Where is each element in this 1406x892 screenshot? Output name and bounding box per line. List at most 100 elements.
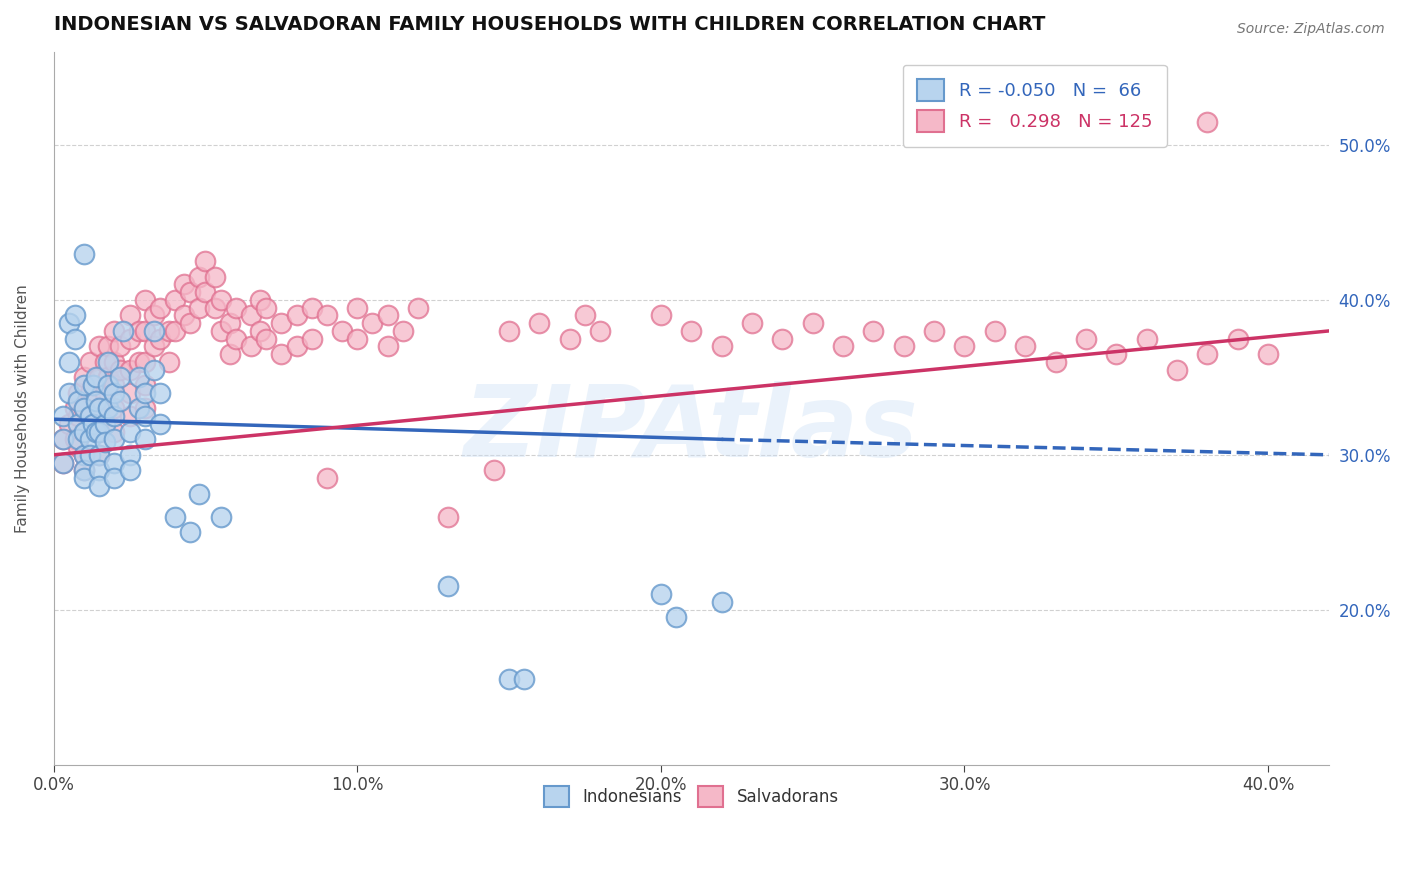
Point: [58, 385, 80, 400]
Point: [73, 425, 96, 439]
Point: [218, 347, 240, 361]
Point: [94, 385, 117, 400]
Point: [118, 409, 141, 423]
Point: [73, 246, 96, 260]
Point: [134, 433, 156, 447]
Point: [301, 301, 323, 315]
Point: [142, 362, 165, 376]
Point: [681, 324, 703, 338]
Point: [301, 332, 323, 346]
Point: [134, 355, 156, 369]
Point: [97, 378, 120, 392]
Point: [209, 324, 232, 338]
Point: [1257, 347, 1279, 361]
Point: [922, 324, 945, 338]
Point: [1014, 339, 1036, 353]
Point: [173, 277, 195, 292]
Point: [529, 316, 551, 330]
Point: [558, 332, 581, 346]
Point: [225, 301, 247, 315]
Point: [165, 324, 187, 338]
Point: [188, 486, 211, 500]
Point: [103, 471, 125, 485]
Point: [110, 362, 132, 376]
Point: [188, 301, 211, 315]
Point: [97, 339, 120, 353]
Point: [770, 332, 793, 346]
Point: [134, 378, 156, 392]
Point: [118, 463, 141, 477]
Point: [330, 324, 353, 338]
Point: [103, 425, 125, 439]
Point: [79, 355, 101, 369]
Point: [188, 269, 211, 284]
Point: [1074, 332, 1097, 346]
Point: [73, 463, 96, 477]
Point: [270, 347, 292, 361]
Point: [118, 448, 141, 462]
Point: [73, 401, 96, 416]
Point: [498, 324, 520, 338]
Point: [862, 324, 884, 338]
Point: [84, 425, 107, 439]
Point: [984, 324, 1007, 338]
Point: [79, 448, 101, 462]
Point: [589, 324, 612, 338]
Point: [89, 463, 111, 477]
Point: [89, 401, 111, 416]
Point: [110, 339, 132, 353]
Point: [128, 401, 150, 416]
Point: [832, 339, 855, 353]
Point: [1105, 347, 1128, 361]
Point: [79, 409, 101, 423]
Point: [346, 301, 368, 315]
Point: [73, 370, 96, 384]
Point: [710, 595, 733, 609]
Point: [66, 385, 89, 400]
Point: [73, 448, 96, 462]
Point: [63, 309, 86, 323]
Point: [285, 309, 308, 323]
Point: [134, 409, 156, 423]
Point: [249, 293, 271, 307]
Point: [79, 409, 101, 423]
Point: [285, 339, 308, 353]
Point: [165, 293, 187, 307]
Point: [103, 456, 125, 470]
Text: Source: ZipAtlas.com: Source: ZipAtlas.com: [1237, 22, 1385, 37]
Point: [513, 673, 536, 687]
Point: [97, 370, 120, 384]
Point: [142, 339, 165, 353]
Point: [82, 417, 104, 431]
Point: [179, 525, 201, 540]
Point: [73, 425, 96, 439]
Point: [82, 417, 104, 431]
Point: [118, 332, 141, 346]
Point: [82, 378, 104, 392]
Point: [1045, 355, 1067, 369]
Point: [89, 448, 111, 462]
Point: [89, 339, 111, 353]
Text: INDONESIAN VS SALVADORAN FAMILY HOUSEHOLDS WITH CHILDREN CORRELATION CHART: INDONESIAN VS SALVADORAN FAMILY HOUSEHOL…: [53, 15, 1045, 34]
Point: [149, 385, 172, 400]
Point: [94, 355, 117, 369]
Point: [134, 293, 156, 307]
Point: [741, 316, 763, 330]
Point: [315, 471, 337, 485]
Point: [118, 425, 141, 439]
Point: [134, 401, 156, 416]
Point: [165, 509, 187, 524]
Point: [103, 378, 125, 392]
Point: [893, 339, 915, 353]
Point: [103, 324, 125, 338]
Point: [650, 309, 672, 323]
Point: [63, 332, 86, 346]
Point: [194, 285, 217, 300]
Point: [79, 385, 101, 400]
Point: [1226, 332, 1249, 346]
Point: [89, 370, 111, 384]
Point: [118, 385, 141, 400]
Point: [173, 309, 195, 323]
Point: [89, 479, 111, 493]
Text: ZIPAtlas: ZIPAtlas: [464, 381, 918, 478]
